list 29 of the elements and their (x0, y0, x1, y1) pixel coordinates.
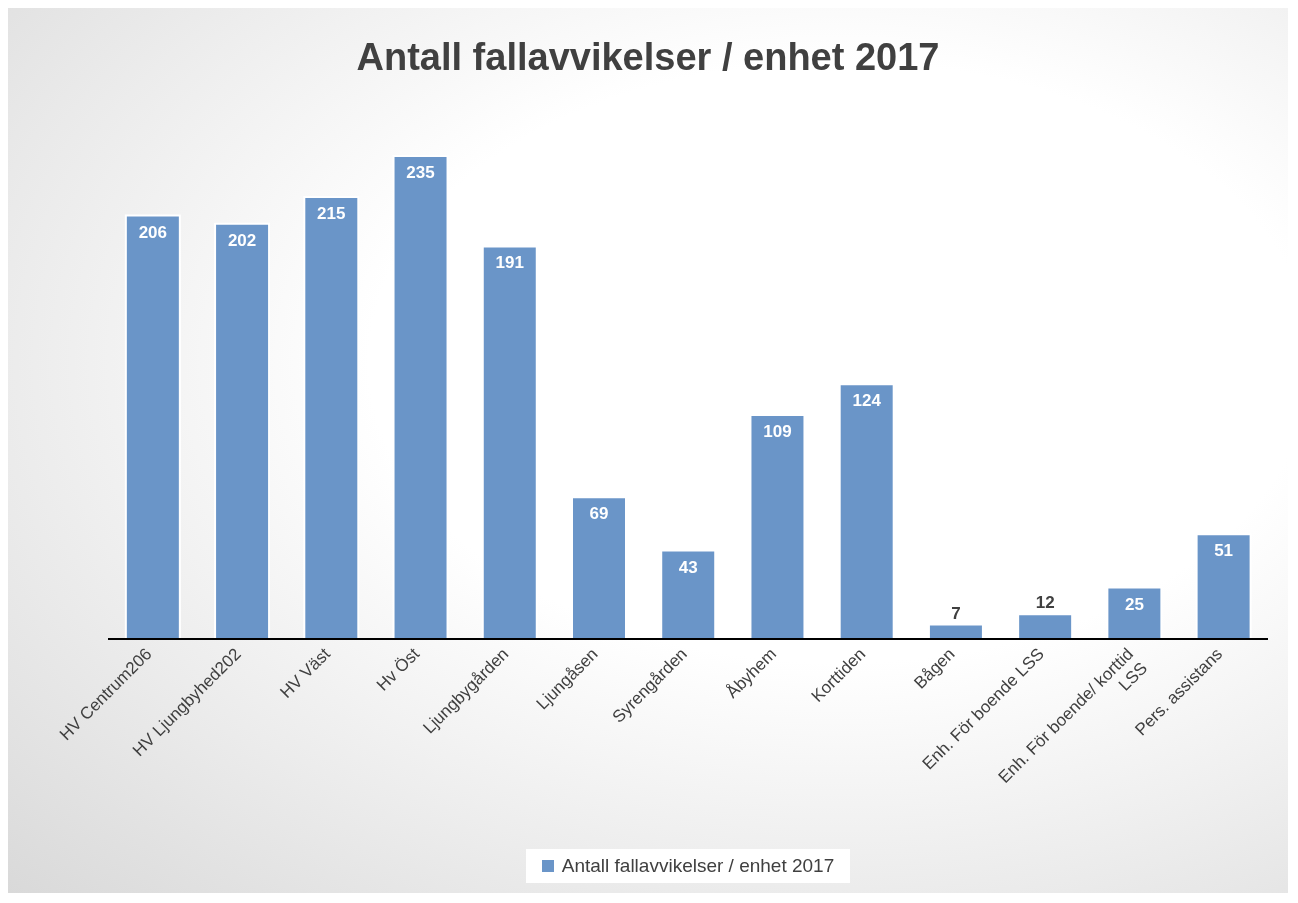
bar (392, 155, 449, 640)
data-label: 69 (589, 504, 609, 524)
data-label: 43 (678, 557, 698, 577)
bar (660, 549, 717, 640)
data-label: 51 (1214, 541, 1234, 561)
x-tick-label: HV Väst (276, 644, 335, 702)
bar (124, 214, 181, 640)
bar (1017, 613, 1074, 640)
data-label: 109 (763, 421, 792, 441)
data-label: 12 (1035, 593, 1055, 613)
data-label: 215 (317, 204, 346, 224)
bar (571, 496, 627, 640)
bar (749, 413, 806, 640)
bar (214, 222, 271, 640)
data-label: 235 (406, 163, 435, 182)
bar (838, 383, 895, 640)
data-label: 7 (951, 603, 961, 623)
bar (481, 245, 538, 640)
bar (303, 196, 360, 640)
bar (1195, 533, 1252, 640)
chart-title: Antall fallavvikelser / enhet 2017 (355, 35, 941, 80)
data-label: 191 (495, 253, 524, 273)
data-label: 25 (1124, 594, 1144, 614)
bar (1106, 586, 1163, 640)
data-label: 206 (138, 222, 168, 242)
x-tick-label: Hv Öst (372, 644, 424, 695)
data-label: 202 (227, 230, 257, 250)
legend-label: Antall fallavvikelser / enhet 2017 (560, 855, 835, 877)
data-label: 124 (852, 391, 882, 411)
